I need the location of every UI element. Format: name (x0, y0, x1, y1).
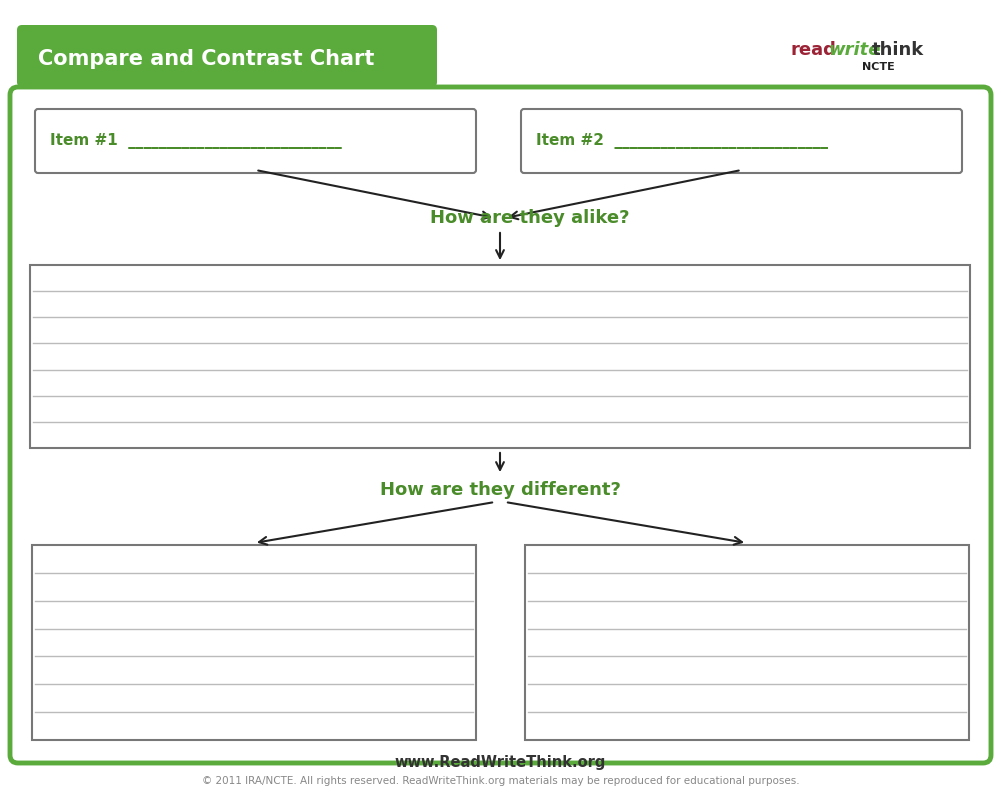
Text: read: read (790, 41, 836, 59)
Text: think: think (872, 41, 924, 59)
Text: Item #1  ____________________________: Item #1 ____________________________ (50, 133, 341, 149)
Text: www.ReadWriteThink.org: www.ReadWriteThink.org (394, 754, 607, 770)
Text: How are they different?: How are they different? (379, 481, 621, 499)
FancyBboxPatch shape (10, 87, 991, 763)
Text: Compare and Contrast Chart: Compare and Contrast Chart (38, 49, 374, 69)
Text: How are they alike?: How are they alike? (430, 209, 630, 227)
FancyBboxPatch shape (17, 25, 437, 87)
Text: © 2011 IRA/NCTE. All rights reserved. ReadWriteThink.org materials may be reprod: © 2011 IRA/NCTE. All rights reserved. Re… (201, 776, 800, 786)
FancyBboxPatch shape (30, 265, 970, 448)
FancyBboxPatch shape (525, 545, 969, 740)
FancyBboxPatch shape (32, 545, 476, 740)
FancyBboxPatch shape (35, 109, 476, 173)
Text: write: write (828, 41, 881, 59)
Text: NCTE: NCTE (862, 62, 895, 72)
Text: Item #2  ____________________________: Item #2 ____________________________ (536, 133, 828, 149)
FancyBboxPatch shape (521, 109, 962, 173)
